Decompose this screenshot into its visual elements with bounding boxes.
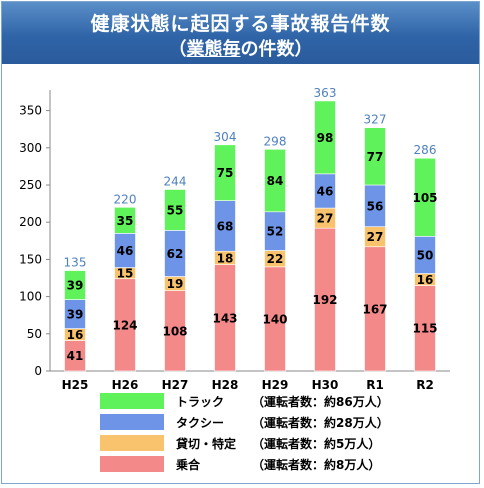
bar-value-label: 55 [167, 203, 184, 217]
bar-value-label: 115 [412, 322, 437, 336]
bar-value-label: 77 [367, 150, 384, 164]
y-tick-label: 150 [19, 252, 42, 266]
legend-swatch-charter [100, 435, 164, 451]
bar-segment [214, 144, 236, 201]
legend-item-charter: 貸切・特定 （運転者数：約5万人） [100, 433, 400, 453]
bar-segment [414, 157, 436, 237]
bar-value-label: 19 [167, 277, 184, 291]
bar-value-label: 192 [312, 293, 337, 307]
bar-value-label: 108 [162, 324, 187, 338]
legend-note-charter: （運転者数：約5万人） [252, 437, 381, 451]
bar-value-label: 62 [167, 247, 184, 261]
chart-subtitle: （業態毎の件数） [2, 35, 479, 61]
bar-total-label: 244 [164, 174, 187, 188]
bar-total-label: 298 [264, 134, 287, 148]
bar-value-label: 18 [217, 251, 234, 265]
y-tick-label: 300 [19, 141, 42, 155]
x-tick-label: H28 [212, 378, 239, 390]
bar-total-label: 363 [314, 86, 337, 100]
legend-note-taxi: （運転者数：約28万人） [252, 416, 389, 430]
x-tick-label: H26 [112, 378, 139, 390]
bar-value-label: 22 [267, 252, 284, 266]
y-tick-label: 50 [27, 327, 42, 341]
legend-note-truck: （運転者数：約86万人） [252, 395, 389, 409]
bar-value-label: 27 [367, 230, 384, 244]
x-tick-label: H27 [162, 378, 189, 390]
bar-value-label: 98 [317, 131, 334, 145]
bar-total-label: 135 [64, 256, 87, 270]
y-tick-label: 100 [19, 290, 42, 304]
bar-value-label: 46 [317, 184, 334, 198]
subtitle-emphasis: 業態毎 [186, 39, 241, 60]
legend-label-taxi: タクシー [176, 416, 225, 430]
legend-label-bus: 乗合 [176, 458, 201, 472]
chart-frame: 健康状態に起因する事故報告件数 （業態毎の件数） [1, 1, 480, 484]
legend-item-bus: 乗合 （運転者数：約8万人） [100, 454, 400, 474]
subtitle-suffix: の件数） [240, 39, 313, 60]
subtitle-prefix: （ [168, 39, 187, 60]
bar-value-label: 27 [317, 212, 334, 226]
bar-segment [264, 148, 286, 213]
bar-segment [164, 189, 186, 231]
x-tick-label: H25 [62, 378, 89, 390]
legend: トラック （運転者数：約86万人） タクシー （運転者数：約28万人） 貸切・特… [100, 391, 400, 481]
bar-segment [114, 207, 136, 234]
legend-swatch-truck [100, 393, 164, 409]
bar-value-label: 143 [212, 311, 237, 325]
bar-value-label: 35 [117, 214, 134, 228]
bar-value-label: 16 [67, 328, 84, 342]
bar-total-label: 327 [364, 113, 387, 127]
title-band: 健康状態に起因する事故報告件数 （業態毎の件数） [2, 2, 479, 64]
bar-value-label: 167 [362, 302, 387, 316]
bar-total-label: 304 [214, 130, 237, 144]
bar-value-label: 39 [67, 279, 84, 293]
legend-swatch-bus [100, 456, 164, 472]
bar-value-label: 15 [117, 267, 134, 281]
legend-label-charter: 貸切・特定 [176, 437, 237, 451]
legend-item-taxi: タクシー （運転者数：約28万人） [100, 412, 400, 432]
bar-segment [64, 270, 86, 300]
bar-value-label: 56 [367, 199, 384, 213]
bar-total-label: 220 [114, 192, 137, 206]
bar-value-label: 140 [262, 312, 287, 326]
y-tick-label: 250 [19, 178, 42, 192]
bar-segment [314, 100, 336, 175]
bar-value-label: 75 [217, 166, 234, 180]
bar-value-label: 41 [67, 349, 84, 363]
bar-value-label: 84 [267, 174, 284, 188]
bar-segment [364, 127, 386, 186]
x-tick-label: R1 [366, 378, 384, 390]
bar-value-label: 39 [67, 308, 84, 322]
bar-value-label: 68 [217, 219, 234, 233]
x-tick-label: H29 [262, 378, 289, 390]
y-tick-label: 200 [19, 215, 42, 229]
bar-value-label: 16 [417, 273, 434, 287]
y-tick-label: 350 [19, 104, 42, 118]
x-tick-label: R2 [416, 378, 434, 390]
bar-total-label: 286 [414, 143, 437, 157]
stacked-bar-chart: 0 50 100 150 200 250 300 350 41 16 39 39 135 H25 124 15… [19, 86, 450, 390]
legend-label-truck: トラック [176, 395, 225, 409]
y-tick-label: 0 [34, 364, 42, 378]
bar-value-label: 46 [117, 244, 134, 258]
chart-title: 健康状態に起因する事故報告件数 [90, 13, 391, 35]
bar-value-label: 105 [412, 191, 437, 205]
legend-item-truck: トラック （運転者数：約86万人） [100, 391, 400, 411]
legend-note-bus: （運転者数：約8万人） [252, 458, 381, 472]
bar-value-label: 52 [267, 225, 284, 239]
bar-value-label: 124 [112, 318, 137, 332]
legend-swatch-taxi [100, 414, 164, 430]
x-tick-label: H30 [312, 378, 339, 390]
bar-value-label: 50 [417, 248, 434, 262]
